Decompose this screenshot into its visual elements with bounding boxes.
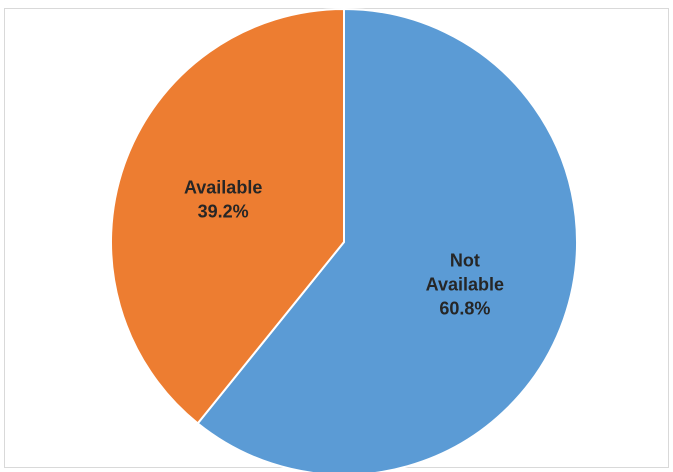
slice-percentage: 39.2% [198,201,249,221]
pie-slice-not-available [196,7,578,472]
slice-label-available: Available 39.2% [184,177,262,221]
pie-slice-available [110,7,345,425]
slice-percentage: 60.8% [439,299,490,319]
pie-labels: Not Available 60.8% Available 39.2% [184,177,504,318]
slice-label-not-available: Not Available 60.8% [426,251,504,319]
slice-label-line: Available [184,177,262,197]
slice-label-line: Available [426,275,504,295]
pie-slices [110,7,578,472]
slice-label-line: Not [450,251,480,271]
